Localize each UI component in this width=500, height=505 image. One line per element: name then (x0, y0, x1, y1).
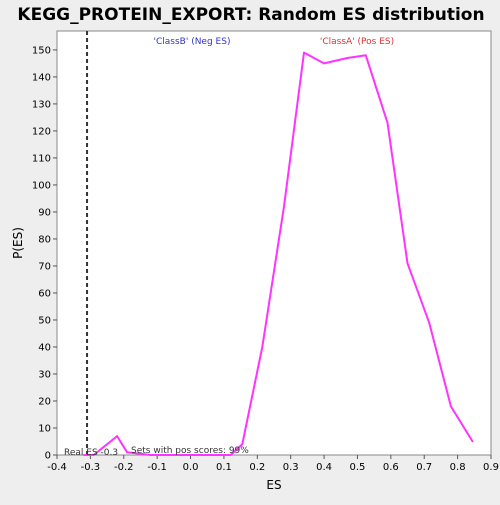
series-point (229, 454, 232, 456)
series-point (406, 262, 409, 265)
y-tick-label: 70 (38, 261, 51, 272)
series-point (149, 454, 152, 456)
series-point (209, 454, 212, 456)
y-tick-label: 130 (32, 99, 51, 110)
neg-es-label: 'ClassB' (Neg ES) (154, 37, 231, 47)
series-point (116, 435, 118, 437)
pos-es-label: 'ClassA' (Pos ES) (320, 37, 394, 47)
x-tick-label: -0.1 (147, 462, 167, 473)
pos-scores-annotation: Sets with pos scores: 99% (131, 446, 249, 456)
series-point (92, 454, 95, 456)
x-axis-label: ES (266, 478, 281, 492)
series-point (386, 122, 389, 124)
series-point (126, 451, 128, 454)
x-tick-label: 0.8 (450, 462, 466, 473)
y-tick-label: 150 (32, 45, 51, 56)
y-tick-label: 40 (38, 342, 51, 353)
series-point (283, 205, 285, 208)
y-tick-label: 20 (38, 396, 51, 407)
x-tick-label: 0.2 (249, 462, 265, 473)
x-tick-label: 0.7 (416, 462, 432, 473)
x-tick-label: 0.5 (350, 462, 366, 473)
series-point (471, 440, 474, 443)
series-point (323, 62, 325, 65)
y-tick-label: 10 (38, 423, 51, 434)
x-tick-label: -0.4 (47, 462, 67, 473)
series-points (82, 51, 474, 456)
series-point (189, 454, 192, 456)
series-point (169, 454, 172, 456)
series-point (261, 346, 264, 348)
series-point (303, 51, 305, 54)
x-tick-label: 0.6 (383, 462, 399, 473)
x-tick-label: 0.1 (216, 462, 232, 473)
series-point (241, 443, 244, 445)
y-tick-label: 60 (38, 288, 51, 299)
y-tick-label: 110 (32, 153, 51, 164)
chart-title: KEGG_PROTEIN_EXPORT: Random ES distribut… (17, 5, 484, 25)
y-tick-label: 80 (38, 234, 51, 245)
x-tick-label: 0.9 (483, 462, 499, 473)
y-tick-label: 50 (38, 315, 51, 326)
x-tick-label: 0.3 (283, 462, 299, 473)
real-es-annotation: Real ES -0.3 (64, 448, 118, 458)
y-axis-label: P(ES) (11, 227, 25, 259)
plot-area (56, 30, 492, 456)
x-tick-label: -0.3 (81, 462, 101, 473)
y-tick-label: 90 (38, 207, 51, 218)
x-tick-label: -0.2 (114, 462, 134, 473)
x-tick-label: 0.0 (183, 462, 199, 473)
x-tick-label: 0.4 (316, 462, 332, 473)
series-point (428, 321, 431, 324)
series-point (82, 454, 85, 456)
series-point (346, 57, 349, 59)
y-tick-label: 100 (32, 180, 51, 191)
series-point (450, 405, 452, 408)
y-tick-label: 0 (45, 451, 51, 462)
series-point (365, 54, 367, 57)
y-tick-label: 30 (38, 369, 51, 380)
y-tick-label: 120 (32, 126, 51, 137)
y-tick-label: 140 (32, 72, 51, 83)
axis-ticks: -0.4 -0.3 -0.2 -0.1 0.0 0.1 0.2 0.3 0.4 0.5 0.6 0.7… (32, 45, 499, 473)
